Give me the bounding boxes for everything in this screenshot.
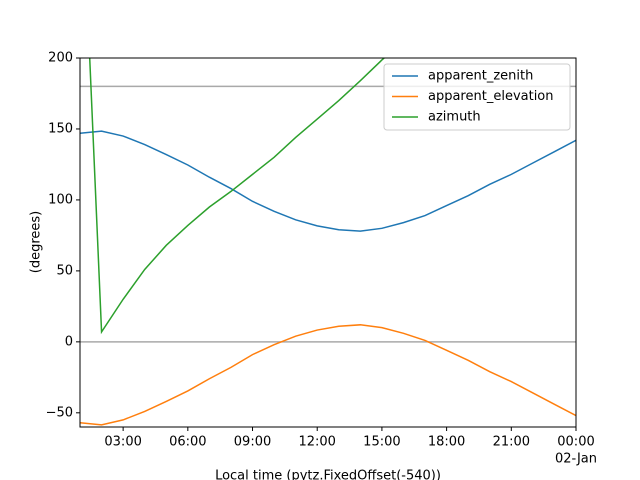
x-tick-label: 06:00 [169, 435, 206, 450]
x-tick-label: 00:00 [557, 435, 594, 450]
x-tick-label: 03:00 [104, 435, 141, 450]
y-tick-label: 150 [48, 121, 73, 136]
x-tick-label: 18:00 [428, 435, 465, 450]
legend-label: apparent_zenith [428, 69, 533, 84]
x-tick-label: 12:00 [298, 435, 335, 450]
series-line [88, 58, 386, 335]
series-line [80, 130, 576, 232]
y-tick-label: 200 [48, 51, 73, 66]
x-tick-label: 21:00 [493, 435, 530, 450]
x-tick-label: 09:00 [234, 435, 271, 450]
series-line [80, 324, 576, 426]
axes-frame [79, 57, 577, 428]
x-axis-label: Local time (pytz.FixedOffset(-540)) [215, 469, 441, 480]
y-tick-label: 50 [56, 263, 73, 278]
y-tick-label: 100 [48, 192, 73, 207]
y-tick-label: −50 [46, 405, 73, 420]
x-tick-label: 15:00 [363, 435, 400, 450]
legend-label: azimuth [428, 110, 481, 125]
x-date-label: 02-Jan [555, 452, 597, 467]
legend-label: apparent_elevation [428, 89, 554, 104]
y-axis-label: (degrees) [29, 211, 44, 273]
y-tick-label: 0 [65, 334, 73, 349]
legend-box [383, 63, 571, 131]
